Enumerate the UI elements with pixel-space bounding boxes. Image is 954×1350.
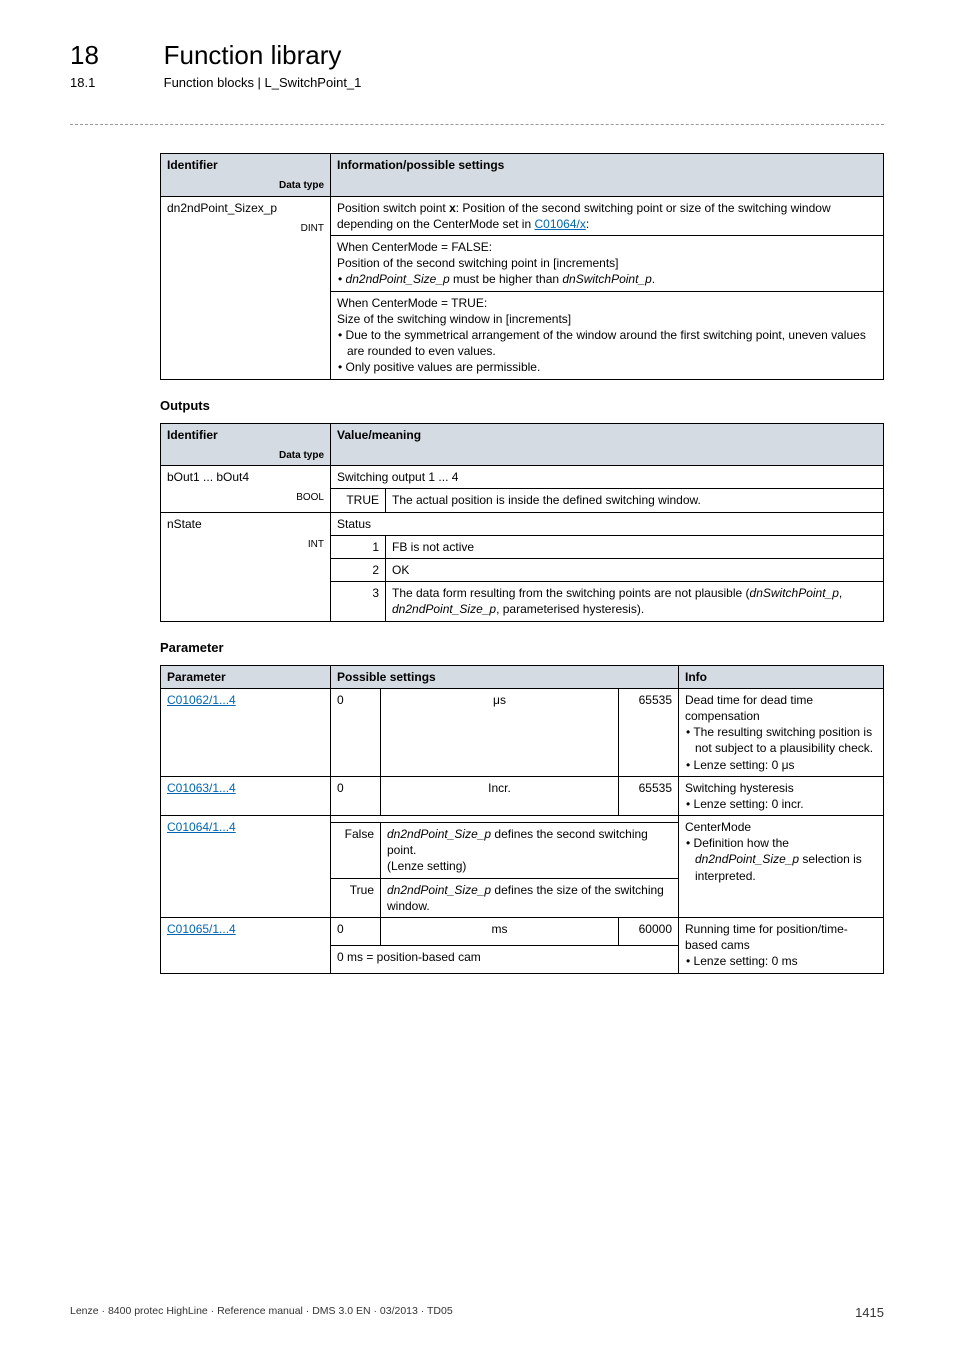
range-unit: ms bbox=[381, 918, 619, 946]
range-hi: 60000 bbox=[619, 918, 679, 946]
range-lo: 0 bbox=[331, 918, 381, 946]
header-datatype: Data type bbox=[167, 173, 324, 193]
centermode-link[interactable]: C01064/x bbox=[534, 217, 585, 231]
value-code: 1 bbox=[331, 535, 386, 558]
header-text: Identifier bbox=[167, 428, 218, 442]
param-link[interactable]: C01063/1...4 bbox=[167, 781, 236, 795]
info-cell: CenterMode Definition how the dn2ndPoint… bbox=[679, 816, 884, 918]
identifier-name: nState bbox=[167, 517, 202, 531]
sub-note: 0 ms = position-based cam bbox=[331, 945, 679, 973]
col-header-info: Information/possible settings bbox=[331, 154, 884, 197]
parameter-table: Parameter Possible settings Info C01062/… bbox=[160, 665, 884, 974]
identifier-datatype: INT bbox=[167, 532, 324, 552]
page-header: 18 Function library 18.1 Function blocks… bbox=[70, 40, 884, 90]
value-desc: Status bbox=[331, 512, 884, 535]
content-area: Identifier Data type Information/possibl… bbox=[70, 153, 884, 974]
identifier-name: dn2ndPoint_Sizex_p bbox=[167, 201, 277, 215]
range-lo: 0 bbox=[331, 688, 381, 776]
section-title: Function blocks | L_SwitchPoint_1 bbox=[164, 75, 362, 90]
value-meaning: FB is not active bbox=[386, 535, 884, 558]
identifier-cell: bOut1 ... bOut4 BOOL bbox=[161, 466, 331, 512]
option-value: True bbox=[331, 878, 381, 917]
identifier-datatype: BOOL bbox=[167, 485, 324, 505]
col-header-possible: Possible settings bbox=[331, 665, 679, 688]
col-header-identifier: Identifier Data type bbox=[161, 423, 331, 466]
outputs-table: Identifier Data type Value/meaning bOut1… bbox=[160, 423, 884, 622]
parameter-heading: Parameter bbox=[160, 640, 884, 655]
range-hi: 65535 bbox=[619, 688, 679, 776]
parameter-cell: C01063/1...4 bbox=[161, 776, 331, 815]
parameter-cell: C01062/1...4 bbox=[161, 688, 331, 776]
header-datatype: Data type bbox=[167, 443, 324, 463]
value-code: 2 bbox=[331, 559, 386, 582]
info-cell: When CenterMode = FALSE: Position of the… bbox=[331, 236, 884, 292]
value-meaning: The actual position is inside the define… bbox=[386, 489, 884, 512]
range-hi: 65535 bbox=[619, 776, 679, 815]
identifier-datatype: DINT bbox=[167, 216, 324, 236]
range-unit: μs bbox=[381, 688, 619, 776]
col-header-parameter: Parameter bbox=[161, 665, 331, 688]
page-footer: Lenze · 8400 protec HighLine · Reference… bbox=[70, 1305, 884, 1320]
header-text: Identifier bbox=[167, 158, 218, 172]
col-header-info: Info bbox=[679, 665, 884, 688]
value-desc: Switching output 1 ... 4 bbox=[331, 466, 884, 489]
option-value: False bbox=[331, 823, 381, 879]
info-cell: Position switch point x: Position of the… bbox=[331, 196, 884, 235]
info-cell: When CenterMode = TRUE: Size of the swit… bbox=[331, 291, 884, 379]
param-link[interactable]: C01064/1...4 bbox=[167, 820, 236, 834]
value-meaning: OK bbox=[386, 559, 884, 582]
value-meaning: The data form resulting from the switchi… bbox=[386, 582, 884, 621]
info-cell: Running time for position/time-based cam… bbox=[679, 918, 884, 974]
page-number: 1415 bbox=[855, 1305, 884, 1320]
param-link[interactable]: C01062/1...4 bbox=[167, 693, 236, 707]
empty-cell bbox=[331, 816, 679, 823]
col-header-value: Value/meaning bbox=[331, 423, 884, 466]
param-link[interactable]: C01065/1...4 bbox=[167, 922, 236, 936]
chapter-number: 18 bbox=[70, 40, 160, 71]
outputs-heading: Outputs bbox=[160, 398, 884, 413]
identifier-name: bOut1 ... bOut4 bbox=[167, 470, 249, 484]
col-header-identifier: Identifier Data type bbox=[161, 154, 331, 197]
value-code: TRUE bbox=[331, 489, 386, 512]
footer-left: Lenze · 8400 protec HighLine · Reference… bbox=[70, 1305, 453, 1320]
range-unit: Incr. bbox=[381, 776, 619, 815]
value-code: 3 bbox=[331, 582, 386, 621]
section-number: 18.1 bbox=[70, 75, 160, 90]
identifier-settings-table: Identifier Data type Information/possibl… bbox=[160, 153, 884, 380]
identifier-cell: nState INT bbox=[161, 512, 331, 621]
option-desc: dn2ndPoint_Size_p defines the size of th… bbox=[381, 878, 679, 917]
chapter-title: Function library bbox=[164, 40, 342, 70]
separator bbox=[70, 124, 884, 125]
option-desc: dn2ndPoint_Size_p defines the second swi… bbox=[381, 823, 679, 879]
info-cell: Switching hysteresis Lenze setting: 0 in… bbox=[679, 776, 884, 815]
parameter-cell: C01064/1...4 bbox=[161, 816, 331, 918]
parameter-cell: C01065/1...4 bbox=[161, 918, 331, 974]
identifier-cell: dn2ndPoint_Sizex_p DINT bbox=[161, 196, 331, 379]
info-cell: Dead time for dead time compensation The… bbox=[679, 688, 884, 776]
range-lo: 0 bbox=[331, 776, 381, 815]
